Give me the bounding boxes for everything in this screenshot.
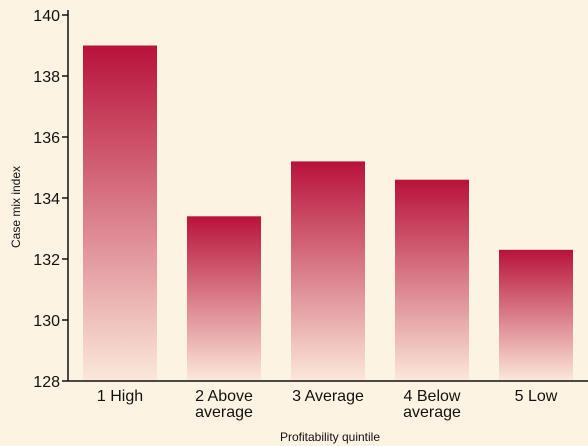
y-tick-label: 140: [33, 8, 60, 25]
x-axis-title: Profitability quintile: [280, 430, 380, 444]
bars-group: [83, 45, 573, 381]
bar-1: [83, 45, 157, 381]
x-tick-label: 1 High: [97, 388, 143, 405]
y-tick-label: 132: [33, 252, 60, 269]
bar-3: [291, 161, 365, 381]
y-tick-label: 138: [33, 69, 60, 86]
y-tick-label: 128: [33, 374, 60, 391]
x-tick-label: 5 Low: [515, 388, 558, 405]
bar-4: [395, 179, 469, 381]
x-tick-label: 2 Above average: [195, 388, 253, 421]
bar-5: [499, 249, 573, 381]
y-tick-label: 136: [33, 130, 60, 147]
x-axis: 1 High 2 Above average 3 Average 4 Below aver…: [68, 380, 588, 421]
bar-2: [187, 216, 261, 381]
y-axis-title: Case mix index: [9, 166, 23, 248]
x-tick-label: 4 Below average: [403, 388, 461, 421]
y-axis: 128 130 132 134 136 138 140: [33, 8, 69, 391]
y-tick-label: 134: [33, 191, 60, 208]
x-tick-label: 3 Average: [292, 388, 364, 405]
y-tick-label: 130: [33, 313, 60, 330]
